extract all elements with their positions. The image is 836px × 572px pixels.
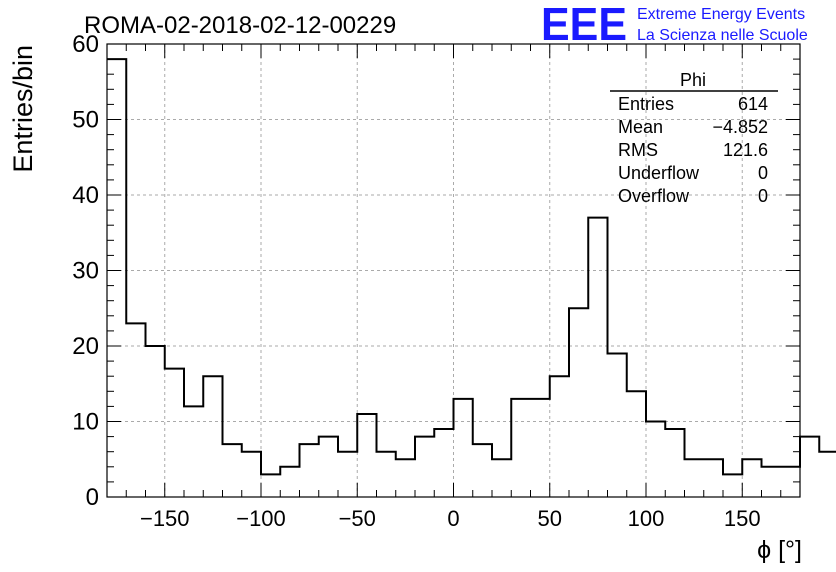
- histogram-bin: [685, 459, 704, 497]
- histogram-bin: [280, 467, 299, 497]
- histogram-bin: [319, 437, 338, 497]
- histogram-bin: [723, 474, 742, 497]
- histogram-bin: [454, 399, 473, 497]
- histogram-bin: [203, 376, 222, 497]
- x-tick-label: −150: [140, 506, 190, 531]
- histogram-bin: [184, 406, 203, 497]
- histogram-bin: [415, 437, 434, 497]
- histogram-bin: [646, 422, 665, 498]
- histogram-bin: [126, 323, 145, 497]
- histogram-bin: [396, 459, 415, 497]
- histogram-bin: [819, 452, 836, 497]
- y-tick-label: 10: [72, 409, 99, 436]
- y-tick-label: 50: [72, 107, 99, 134]
- x-tick-label: −100: [236, 506, 286, 531]
- histogram-bin: [569, 308, 588, 497]
- histogram-bin: [473, 444, 492, 497]
- stats-value-underflow: 0: [758, 163, 768, 183]
- logo-line-1: Extreme Energy Events: [637, 6, 805, 23]
- stats-box: Phi Entries 614 Mean −4.852 RMS 121.6 Un…: [610, 70, 778, 206]
- stats-label-mean: Mean: [618, 117, 663, 137]
- histogram-bin: [742, 459, 761, 497]
- stats-label-entries: Entries: [618, 94, 674, 114]
- histogram-bin: [434, 429, 453, 497]
- histogram-bin: [608, 354, 627, 497]
- stats-value-overflow: 0: [758, 186, 768, 206]
- stats-title: Phi: [680, 70, 706, 90]
- y-tick-label: 20: [72, 333, 99, 360]
- stats-label-overflow: Overflow: [618, 186, 690, 206]
- histogram-bin: [300, 444, 319, 497]
- stats-value-rms: 121.6: [723, 140, 768, 160]
- histogram-outline: [107, 58, 836, 476]
- x-tick-label: 50: [538, 506, 562, 531]
- histogram-bin: [223, 444, 242, 497]
- histogram-bin: [665, 429, 684, 497]
- histogram-bin: [107, 59, 126, 497]
- histogram-bin: [511, 399, 530, 497]
- histogram-bin: [762, 467, 781, 497]
- histogram-bin: [492, 459, 511, 497]
- stats-value-mean: −4.852: [712, 117, 768, 137]
- histogram-bin: [704, 459, 723, 497]
- x-tick-label: −50: [339, 506, 376, 531]
- stats-label-rms: RMS: [618, 140, 658, 160]
- y-tick-label: 0: [86, 484, 99, 511]
- histogram-bin: [261, 474, 280, 497]
- histogram-bin: [165, 369, 184, 497]
- y-axis-label: Entries/bin: [8, 45, 38, 173]
- histogram-bars: [107, 58, 836, 498]
- x-tick-label: 150: [724, 506, 761, 531]
- x-axis-label: ϕ [°]: [757, 536, 802, 564]
- y-tick-labels: 0 10 20 30 40 50 60: [72, 31, 99, 511]
- chart-title: ROMA-02-2018-02-12-00229: [84, 12, 396, 39]
- histogram-bin: [550, 376, 569, 497]
- stats-value-entries: 614: [738, 94, 768, 114]
- histogram-bin: [357, 414, 376, 497]
- histogram-bin: [588, 218, 607, 497]
- y-tick-label: 40: [72, 182, 99, 209]
- x-tick-labels: −150 −100 −50 0 50 100 150: [140, 506, 761, 531]
- histogram-bin: [242, 452, 261, 497]
- y-tick-label: 60: [72, 31, 99, 58]
- logo-line-2: La Scienza nelle Scuole: [637, 27, 808, 44]
- y-tick-label: 30: [72, 258, 99, 285]
- histogram-bin: [531, 399, 550, 497]
- x-tick-label: 100: [628, 506, 665, 531]
- eee-logo: EEE: [541, 0, 627, 50]
- histogram-bin: [377, 452, 396, 497]
- histogram-bin: [800, 437, 819, 497]
- axis-ticks: [106, 43, 801, 498]
- histogram-bin: [338, 452, 357, 497]
- histogram-bin: [627, 391, 646, 497]
- x-tick-label: 0: [447, 506, 459, 531]
- stats-label-underflow: Underflow: [618, 163, 700, 183]
